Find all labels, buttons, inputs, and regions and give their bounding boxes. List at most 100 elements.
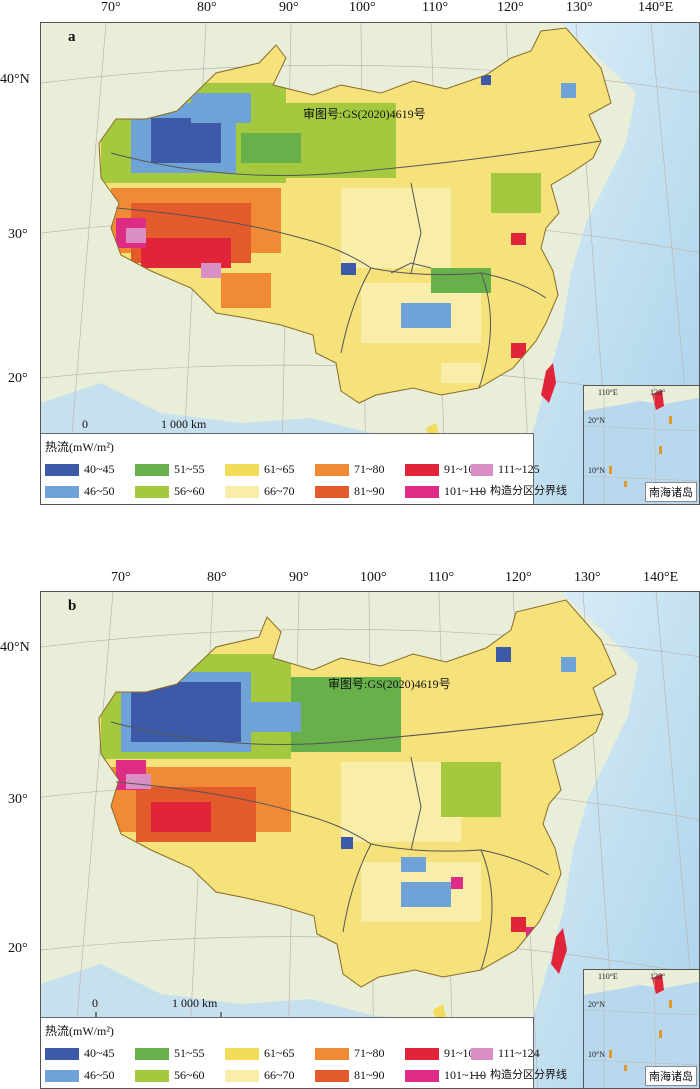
legend: 热流(mW/m²) 40~45 46~50 51~55 56~60 61~65 …: [41, 1017, 567, 1088]
tectonic-boundaries: [110, 713, 604, 971]
lat-label: 20°: [8, 371, 28, 386]
legend-label: 构造分区分界线: [490, 485, 567, 497]
inset-lat-label: 20°N: [588, 1000, 605, 1009]
tectonic-boundaries: [110, 140, 602, 389]
panel-label: a: [68, 29, 76, 45]
scale-end: 1 000 km: [172, 996, 218, 1010]
legend-item: 46~50: [45, 484, 115, 499]
legend-label: 71~80: [354, 462, 385, 476]
map-canvas: [41, 592, 699, 1088]
lon-label: 110°: [422, 0, 449, 15]
legend-swatch: [135, 486, 169, 499]
legend-label: 101~110: [444, 1068, 487, 1082]
legend-item: 66~70: [225, 1068, 295, 1083]
lon-label: 90°: [289, 570, 309, 585]
inset-lat-label: 10°N: [588, 466, 605, 475]
legend-label: 40~45: [84, 462, 115, 476]
legend-item: 91~100: [405, 1046, 481, 1061]
legend-item: 101~110: [405, 1068, 487, 1083]
lat-label: 30°: [8, 227, 28, 242]
inset-lon-label: 120°: [650, 972, 666, 981]
legend-label: 56~60: [174, 484, 205, 498]
hainan: [433, 1004, 446, 1020]
map-canvas: [41, 23, 699, 504]
legend-item: 111~125: [471, 462, 540, 477]
inset-title: 南海诸岛: [645, 1066, 697, 1086]
legend-swatch: [45, 1070, 79, 1083]
heat-flow-grid: [101, 75, 576, 383]
lon-label: 130°: [566, 0, 593, 15]
lon-label: 70°: [111, 570, 131, 585]
legend-label: 构造分区分界线: [490, 1069, 567, 1081]
inset-lat-label: 10°N: [588, 1050, 605, 1059]
inset-lon-label: 120°: [650, 388, 666, 397]
legend-swatch: [135, 1048, 169, 1061]
lon-label: 130°: [574, 570, 601, 585]
legend-title: 热流(mW/m²): [45, 1024, 114, 1038]
legend-item: 56~60: [135, 1068, 205, 1083]
legend-swatch: [405, 464, 439, 477]
legend-swatch: [405, 1070, 439, 1083]
lon-label: 140°E: [638, 0, 674, 15]
legend-title: 热流(mW/m²): [45, 440, 114, 454]
legend-label: 46~50: [84, 484, 115, 498]
legend-item: 111~124: [471, 1046, 540, 1061]
legend-item: 46~50: [45, 1068, 115, 1083]
scale-start: 0: [92, 996, 98, 1010]
lon-label: 100°: [349, 0, 376, 15]
lat-label: 20°: [8, 941, 28, 956]
legend-item: 61~65: [225, 462, 295, 477]
sea: [511, 23, 699, 504]
legend-label: 111~124: [498, 1046, 540, 1060]
lat-label: 40°N: [0, 640, 30, 655]
legend-swatch: [45, 464, 79, 477]
legend-swatch: [405, 486, 439, 499]
legend-item: 51~55: [135, 462, 205, 477]
legend-item: 71~80: [315, 462, 385, 477]
legend-label: 66~70: [264, 1068, 295, 1082]
map-frame: a 审图号:GS(2020)4619号 0 1 000 km 热流(mW/m²)…: [40, 22, 700, 505]
taiwan: [551, 928, 567, 974]
lat-label: 30°: [8, 792, 28, 807]
legend-swatch: [471, 464, 493, 477]
legend-swatch: [315, 1070, 349, 1083]
legend-item: 40~45: [45, 1046, 115, 1061]
legend-item: 101~110: [405, 484, 487, 499]
inset-map: [584, 970, 699, 1088]
legend-item: 56~60: [135, 484, 205, 499]
legend-label: 66~70: [264, 484, 295, 498]
lon-label: 70°: [101, 0, 121, 15]
china-border: [98, 599, 617, 988]
south-china-sea-inset: 110°E 120° 20°N 10°N 南海诸岛: [583, 969, 699, 1088]
legend-item: 66~70: [225, 484, 295, 499]
scale-end: 1 000 km: [161, 417, 207, 431]
south-china-sea-inset: 110°E 120° 20°N 10°N 南海诸岛: [583, 385, 699, 504]
lon-label: 80°: [207, 570, 227, 585]
lon-label: 110°: [428, 570, 455, 585]
legend-item: 81~90: [315, 484, 385, 499]
map-frame: b 审图号:GS(2020)4619号 0 1 000 km 热流(mW/m²)…: [40, 591, 700, 1089]
legend-label: 101~110: [444, 484, 487, 498]
inset-lat-label: 20°N: [588, 416, 605, 425]
lon-label: 120°: [497, 0, 524, 15]
china-border: [98, 27, 612, 404]
legend-item: 构造分区分界线: [471, 484, 567, 498]
inset-lon-label: 110°E: [598, 972, 618, 981]
legend-swatch: [225, 1070, 259, 1083]
legend-item: 51~55: [135, 1046, 205, 1061]
legend-swatch: [315, 1048, 349, 1061]
legend: 热流(mW/m²) 40~45 46~50 51~55 56~60 61~65 …: [41, 433, 567, 504]
legend-label: 51~55: [174, 462, 205, 476]
legend-swatch: [135, 1070, 169, 1083]
lat-label: 40°N: [0, 72, 30, 87]
legend-swatch: [405, 1048, 439, 1061]
boundary-line-swatch: [471, 490, 485, 492]
approval-number: 审图号:GS(2020)4619号: [303, 107, 426, 121]
inset-lon-label: 110°E: [598, 388, 618, 397]
legend-label: 71~80: [354, 1046, 385, 1060]
taiwan: [541, 363, 556, 403]
legend-label: 40~45: [84, 1046, 115, 1060]
panel-label: b: [68, 598, 77, 614]
lon-label: 100°: [360, 570, 387, 585]
lon-label: 90°: [279, 0, 299, 15]
